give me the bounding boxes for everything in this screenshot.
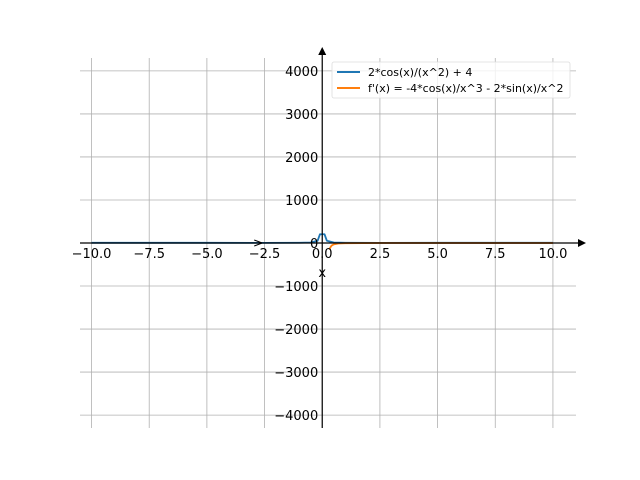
y-tick-label: −1000 [274, 280, 318, 295]
y-tick-label: −2000 [274, 323, 318, 338]
y-tick-label: −4000 [274, 409, 318, 424]
x-tick-label: −7.5 [133, 247, 165, 262]
y-axis-arrow [318, 47, 327, 55]
legend-box [331, 61, 571, 99]
x-tick-label: −5.0 [191, 247, 223, 262]
legend: 2*cos(x)/(x^2) + 4 f'(x) = -4*cos(x)/x^3… [331, 61, 571, 99]
x-axis-label: x [318, 266, 326, 281]
x-tick-label: 7.5 [485, 247, 506, 262]
x-tick-label: −10.0 [72, 247, 112, 262]
y-tick-label: 3000 [285, 108, 318, 123]
x-tick-label: 5.0 [427, 247, 448, 262]
legend-label-series-2: f'(x) = -4*cos(x)/x^3 - 2*sin(x)/x^2 [368, 82, 563, 95]
y-axis-label-marker [254, 239, 264, 247]
y-tick-label: 4000 [285, 65, 318, 80]
x-tick-label: 10.0 [538, 247, 567, 262]
x-tick-label: 2.5 [370, 247, 391, 262]
y-tick-label: 2000 [285, 151, 318, 166]
legend-label-series-1: 2*cos(x)/(x^2) + 4 [368, 66, 472, 79]
x-tick-label: −2.5 [249, 247, 281, 262]
x-axis-arrow [578, 239, 586, 247]
y-tick-label: −3000 [274, 366, 318, 381]
y-tick-label: 1000 [285, 194, 318, 209]
y-tick-label: 0 [310, 237, 318, 252]
axes: x [80, 47, 586, 428]
x-tick-label: 0.0 [312, 247, 333, 262]
tick-labels: −10.0 −7.5 −5.0 −2.5 0.0 2.5 5.0 7.5 10.0 −4000 −3… [72, 65, 568, 424]
